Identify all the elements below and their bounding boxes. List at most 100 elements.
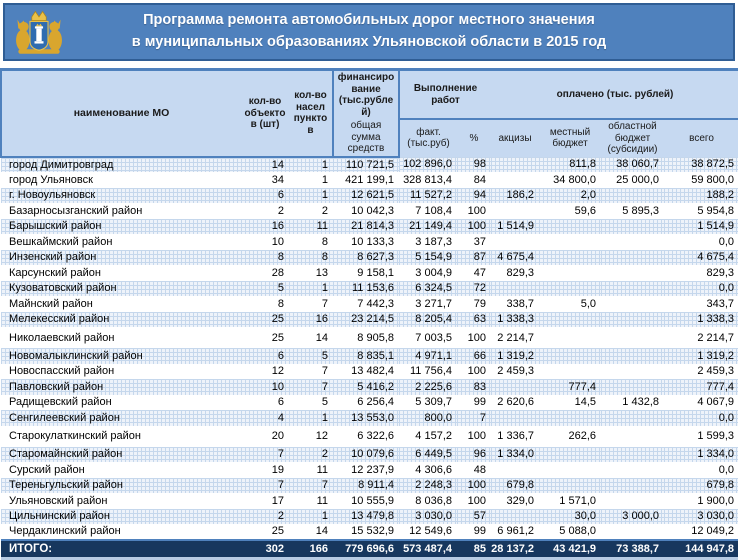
cell-value: 2: [289, 446, 333, 462]
cell-municipality-name: Сенгилеевский район: [1, 410, 241, 426]
cell-value: 8: [321, 235, 328, 248]
cell-value: [539, 462, 601, 478]
cell-value: [601, 410, 664, 426]
cell-value: 13 479,8: [333, 508, 399, 524]
cell-value: 15 532,9: [351, 525, 394, 538]
cell-value: [601, 234, 664, 250]
cell-value: 5 895,3: [622, 204, 659, 217]
col-header-fact: факт. (тыс.руб): [399, 119, 457, 157]
cell-value: 102 896,0: [399, 156, 457, 172]
cell-value: 5 416,2: [333, 379, 399, 395]
cell-value: 48: [473, 463, 486, 476]
cell-value: 11 153,6: [333, 280, 399, 296]
cell-value: 94: [457, 187, 491, 203]
cell-value: [539, 446, 601, 462]
cell-municipality-name: Майнский район: [9, 297, 93, 310]
cell-value: [601, 379, 664, 395]
cell-value: 7: [457, 410, 491, 426]
cell-value: 2 214,7: [497, 331, 534, 344]
cell-value: 7: [241, 446, 289, 462]
cell-value: 100: [467, 204, 486, 217]
cell-value: 343,7: [706, 297, 735, 310]
cell-value: [491, 234, 539, 250]
cell-value: 338,7: [506, 297, 534, 310]
cell-value: [539, 265, 601, 281]
cell-value: 21 149,4: [399, 218, 457, 234]
title-line-1: Программа ремонта автомобильных дорог ме…: [143, 12, 595, 29]
cell-value: 1 514,9: [664, 218, 738, 234]
totals-paid-total: 144 947,8: [664, 538, 738, 560]
cell-municipality-name: город Ульяновск: [9, 173, 93, 186]
cell-value: 11: [289, 218, 333, 234]
cell-value: 7: [241, 477, 289, 493]
col-header-excise: акцизы: [491, 119, 539, 157]
cell-value: 100: [467, 494, 486, 507]
cell-value: 2: [241, 508, 289, 524]
cell-value: [539, 234, 601, 250]
cell-value: 6 322,6: [357, 430, 394, 442]
cell-value: [491, 172, 539, 188]
col-header-percent: %: [457, 119, 491, 157]
cell-value: 7 442,3: [357, 297, 394, 310]
col-header-financing: финансирование (тыс.рублей): [333, 68, 400, 119]
cell-value: [539, 249, 601, 265]
cell-value: 1 432,8: [622, 396, 659, 409]
cell-municipality-name: Старомайнский район: [1, 446, 241, 462]
cell-value: 5,0: [580, 297, 596, 310]
cell-municipality-name: Базарносызганский район: [9, 204, 143, 217]
cell-value: 16: [289, 311, 333, 327]
cell-value: 100: [457, 477, 491, 493]
cell-value: 1 338,3: [664, 311, 738, 327]
cell-value: 4 971,1: [399, 348, 457, 364]
table-body: город Димитровград 14 1 110 721,5 102 896,0 9…: [1, 156, 738, 540]
cell-value: 13 482,4: [351, 365, 394, 378]
cell-municipality-name: Радищевский район: [9, 396, 112, 409]
cell-value: 1 571,0: [559, 494, 596, 507]
cell-value: 10 079,6: [333, 446, 399, 462]
cell-value: 6: [241, 187, 289, 203]
cell-value: 7: [289, 379, 333, 395]
cell-value: [491, 203, 539, 219]
cell-value: 16: [241, 218, 289, 234]
cell-value: [539, 348, 601, 364]
cell-value: 1: [289, 508, 333, 524]
table-row: Новоспасский район 12 7 13 482,4 11 756,4 100…: [1, 364, 738, 380]
cell-value: 3 030,0: [399, 508, 457, 524]
cell-value: [539, 218, 601, 234]
cell-value: 25 000,0: [616, 173, 659, 186]
cell-value: [601, 249, 664, 265]
cell-value: 5: [321, 396, 328, 409]
cell-value: 3 271,7: [415, 297, 452, 310]
cell-municipality-name: Павловский район: [1, 379, 241, 395]
slide-title: Программа ремонта автомобильных дорог ме…: [5, 10, 733, 54]
cell-value: 96: [457, 446, 491, 462]
crown-icon: [31, 10, 47, 21]
cell-value: 11: [316, 494, 328, 507]
cell-value: [601, 218, 664, 234]
cell-value: 6 449,5: [399, 446, 457, 462]
cell-value: [601, 327, 664, 348]
cell-value: [601, 265, 664, 281]
cell-value: 10: [241, 379, 289, 395]
cell-municipality-name: Новомалыклинский район: [1, 348, 241, 364]
cell-value: 110 721,5: [333, 156, 399, 172]
table-row: Павловский район 10 7 5 416,2 2 225,6 83 777,4…: [1, 379, 738, 395]
col-header-paid: оплачено (тыс. рублей): [491, 68, 738, 120]
cell-value: 421 199,1: [345, 173, 394, 186]
cell-value: 4 157,2: [415, 430, 452, 442]
table-row: Старокулаткинский район 20 12 6 322,6 4 157,…: [1, 426, 738, 447]
table-row: Тереньгульский район 7 7 8 911,4 2 248,3 100 6…: [1, 477, 738, 493]
cell-value: 10 042,3: [351, 204, 394, 217]
totals-objects: 302: [241, 538, 289, 560]
table-row: Майнский район 8 7 7 442,3 3 271,7 79 338,7 5,0…: [1, 296, 738, 312]
cell-value: 679,8: [491, 477, 539, 493]
cell-value: 7: [321, 365, 328, 378]
cell-value: [491, 410, 539, 426]
cell-municipality-name: Тереньгульский район: [1, 477, 241, 493]
col-header-region-budget: областной бюджет (субсидии): [601, 119, 664, 157]
title-line-2: в муниципальных образованиях Ульяновской…: [131, 34, 607, 50]
cell-value: 2: [321, 204, 328, 217]
cell-value: 8 911,4: [333, 477, 399, 493]
col-header-local-budget: местный бюджет: [539, 119, 601, 157]
cell-value: 12 049,2: [691, 525, 735, 538]
